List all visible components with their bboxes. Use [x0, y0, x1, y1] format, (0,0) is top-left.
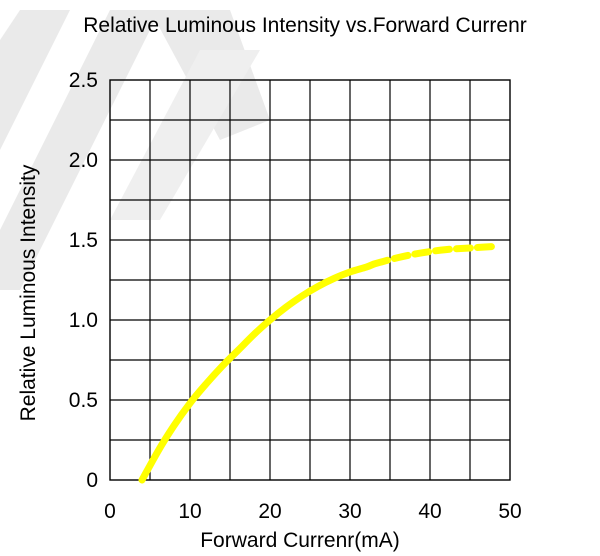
- plot-frame: [109, 79, 511, 481]
- x-tick-label: 10: [178, 500, 201, 523]
- watermark-stroke-1: [0, 10, 70, 150]
- series-line-solid: [138, 260, 378, 484]
- grid: [110, 80, 510, 480]
- y-tick-label: 2.0: [69, 149, 98, 172]
- watermark-stroke-4: [110, 50, 260, 220]
- x-tick-label: 20: [258, 500, 281, 523]
- y-tick-label: 0.5: [69, 389, 98, 412]
- x-tick-label: 50: [498, 500, 521, 523]
- chart-title: Relative Luminous Intensity vs.Forward C…: [83, 14, 527, 37]
- y-tick-label: 0: [86, 469, 98, 492]
- x-tick-label: 0: [104, 500, 116, 523]
- x-tick-labels: 0 10 20 30 40 50: [104, 500, 522, 523]
- x-tick-label: 40: [418, 500, 441, 523]
- y-tick-label: 2.5: [69, 69, 98, 92]
- series-line-dashed: [370, 242, 498, 268]
- x-axis-label: Forward Currenr(mA): [200, 529, 400, 552]
- y-tick-label: 1.0: [69, 309, 98, 332]
- x-tick-label: 30: [338, 500, 361, 523]
- series-layer: [138, 242, 498, 484]
- y-tick-label: 1.5: [69, 229, 98, 252]
- y-tick-labels: 0 0.5 1.0 1.5 2.0 2.5: [69, 69, 98, 492]
- y-axis-label: Relative Luminous Intensity: [17, 164, 40, 421]
